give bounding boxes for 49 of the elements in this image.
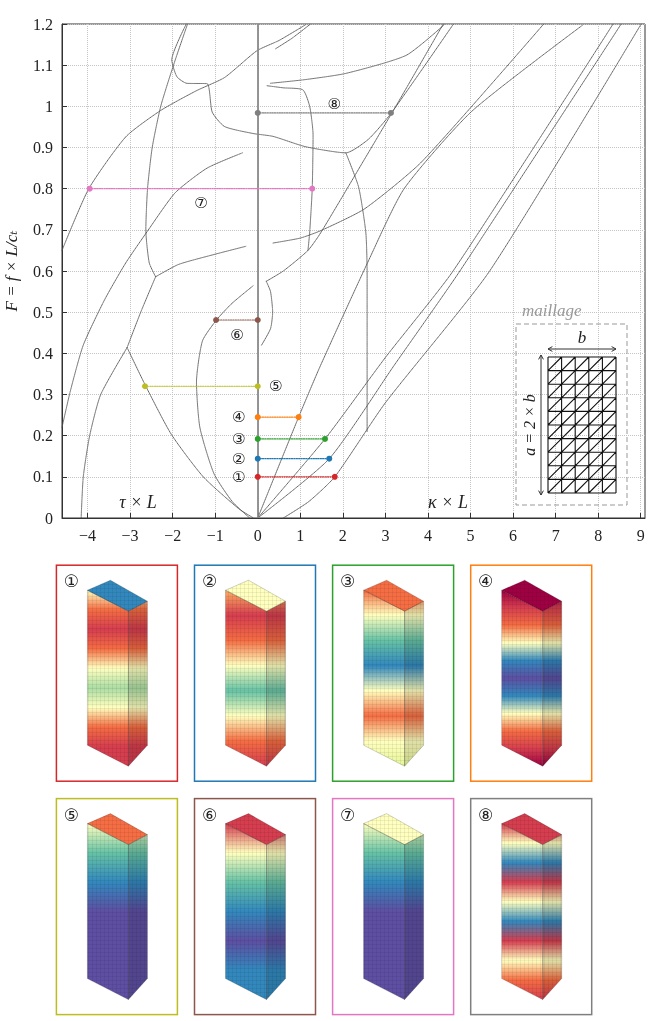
series-label: ④: [232, 408, 246, 427]
annotation: τ × L: [119, 492, 157, 512]
text: ⑧: [478, 804, 494, 825]
series-label: ⑥: [230, 325, 244, 344]
text: ④: [478, 571, 494, 592]
y-tick-label: 0.8: [33, 180, 53, 198]
series-label: ⑤: [269, 377, 283, 396]
series-label: ⑦: [194, 193, 208, 212]
text: ⑤: [63, 804, 80, 825]
x-tick-label: 7: [551, 526, 560, 544]
text: ⑦: [339, 804, 356, 825]
x-tick-label: −3: [121, 526, 139, 544]
y-tick-label: 0.9: [33, 139, 53, 156]
annotation: κ × L: [428, 492, 468, 512]
x-tick-label: 1: [296, 526, 305, 544]
y-tick-label: 0.5: [33, 303, 53, 321]
x-tick-label: 5: [466, 526, 475, 544]
x-tick-label: 9: [636, 526, 645, 544]
y-tick-label: 1.1: [33, 56, 53, 74]
series-label: ⑧: [327, 94, 342, 113]
series-label: ①: [232, 467, 246, 486]
y-tick-label: 0.2: [33, 427, 53, 445]
annotation: maillage: [522, 301, 582, 320]
y-tick-label: 0: [45, 509, 53, 527]
text: ②: [201, 571, 218, 592]
annotation: b: [577, 328, 587, 347]
x-tick-label: −4: [79, 526, 97, 544]
y-tick-label: 1: [45, 97, 53, 115]
y-tick-label: 1.2: [33, 15, 53, 33]
text: ⑥: [201, 804, 218, 825]
x-tick-label: 2: [338, 526, 347, 544]
series-label: ②: [232, 449, 246, 468]
annotation: a = 2 × b: [520, 394, 538, 456]
x-tick-label: 8: [594, 526, 603, 544]
y-tick-label: 0.6: [33, 262, 53, 280]
x-tick-label: 3: [381, 526, 390, 544]
y-axis-title: F = f × L/cₜ: [2, 229, 21, 313]
x-tick-label: −2: [164, 526, 182, 544]
x-tick-label: 4: [423, 526, 432, 544]
x-tick-label: −1: [206, 526, 224, 544]
y-tick-label: 0.4: [33, 344, 53, 362]
x-tick-label: 0: [253, 526, 262, 544]
y-tick-label: 0.3: [33, 386, 53, 403]
series-label: ③: [232, 429, 246, 448]
x-tick-label: 6: [509, 526, 518, 544]
text: ①: [63, 571, 80, 592]
y-tick-label: 0.1: [33, 468, 53, 486]
y-tick-label: 0.7: [33, 221, 53, 239]
text: ③: [339, 571, 356, 592]
